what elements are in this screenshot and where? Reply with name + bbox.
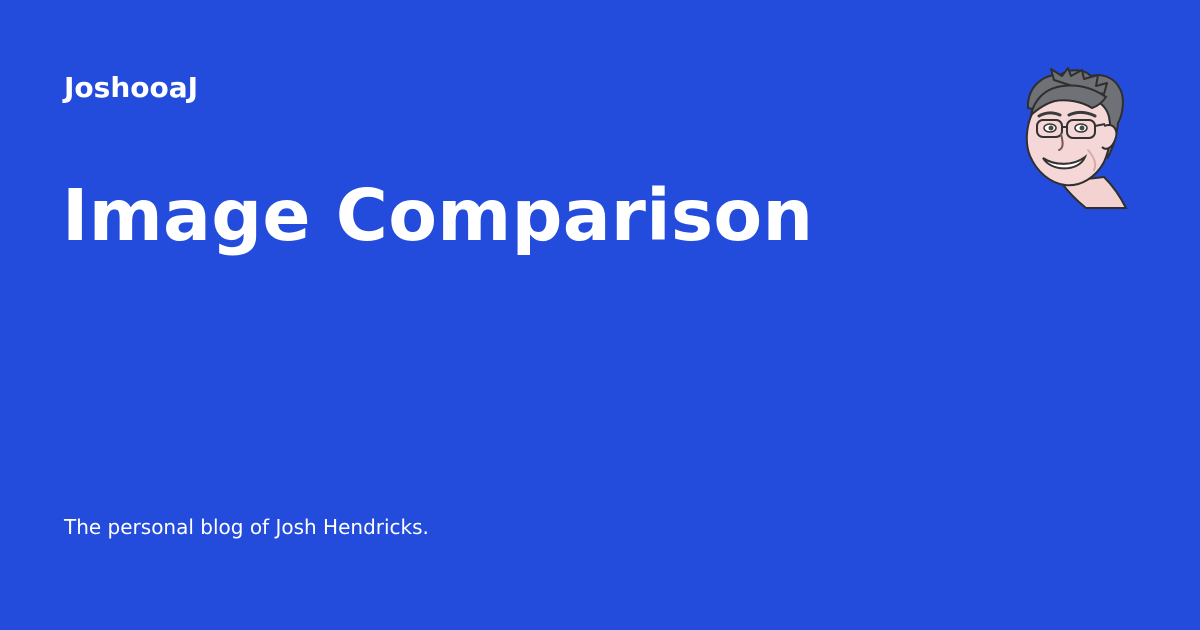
site-tagline: The personal blog of Josh Hendricks. [64,515,429,539]
page-title: Image Comparison [62,174,814,257]
cartoon-avatar-icon [1012,66,1138,210]
site-name: JoshooaJ [64,71,199,104]
